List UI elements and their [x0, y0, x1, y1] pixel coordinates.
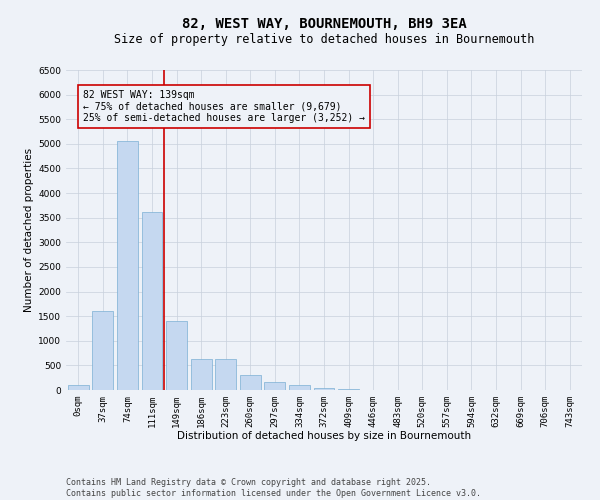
- Bar: [289, 384, 310, 390]
- Bar: [92, 311, 113, 390]
- Bar: [314, 388, 334, 390]
- Bar: [166, 321, 187, 390]
- Bar: [215, 360, 236, 390]
- Bar: [265, 382, 286, 390]
- Bar: [142, 212, 163, 390]
- Bar: [338, 389, 359, 390]
- Bar: [240, 374, 261, 390]
- Bar: [68, 385, 89, 390]
- Text: 82, WEST WAY, BOURNEMOUTH, BH9 3EA: 82, WEST WAY, BOURNEMOUTH, BH9 3EA: [182, 18, 466, 32]
- Y-axis label: Number of detached properties: Number of detached properties: [24, 148, 34, 312]
- Bar: [117, 142, 138, 390]
- Text: Contains HM Land Registry data © Crown copyright and database right 2025.
Contai: Contains HM Land Registry data © Crown c…: [66, 478, 481, 498]
- X-axis label: Distribution of detached houses by size in Bournemouth: Distribution of detached houses by size …: [177, 432, 471, 442]
- Text: Size of property relative to detached houses in Bournemouth: Size of property relative to detached ho…: [114, 32, 534, 46]
- Bar: [191, 360, 212, 390]
- Text: 82 WEST WAY: 139sqm
← 75% of detached houses are smaller (9,679)
25% of semi-det: 82 WEST WAY: 139sqm ← 75% of detached ho…: [83, 90, 365, 123]
